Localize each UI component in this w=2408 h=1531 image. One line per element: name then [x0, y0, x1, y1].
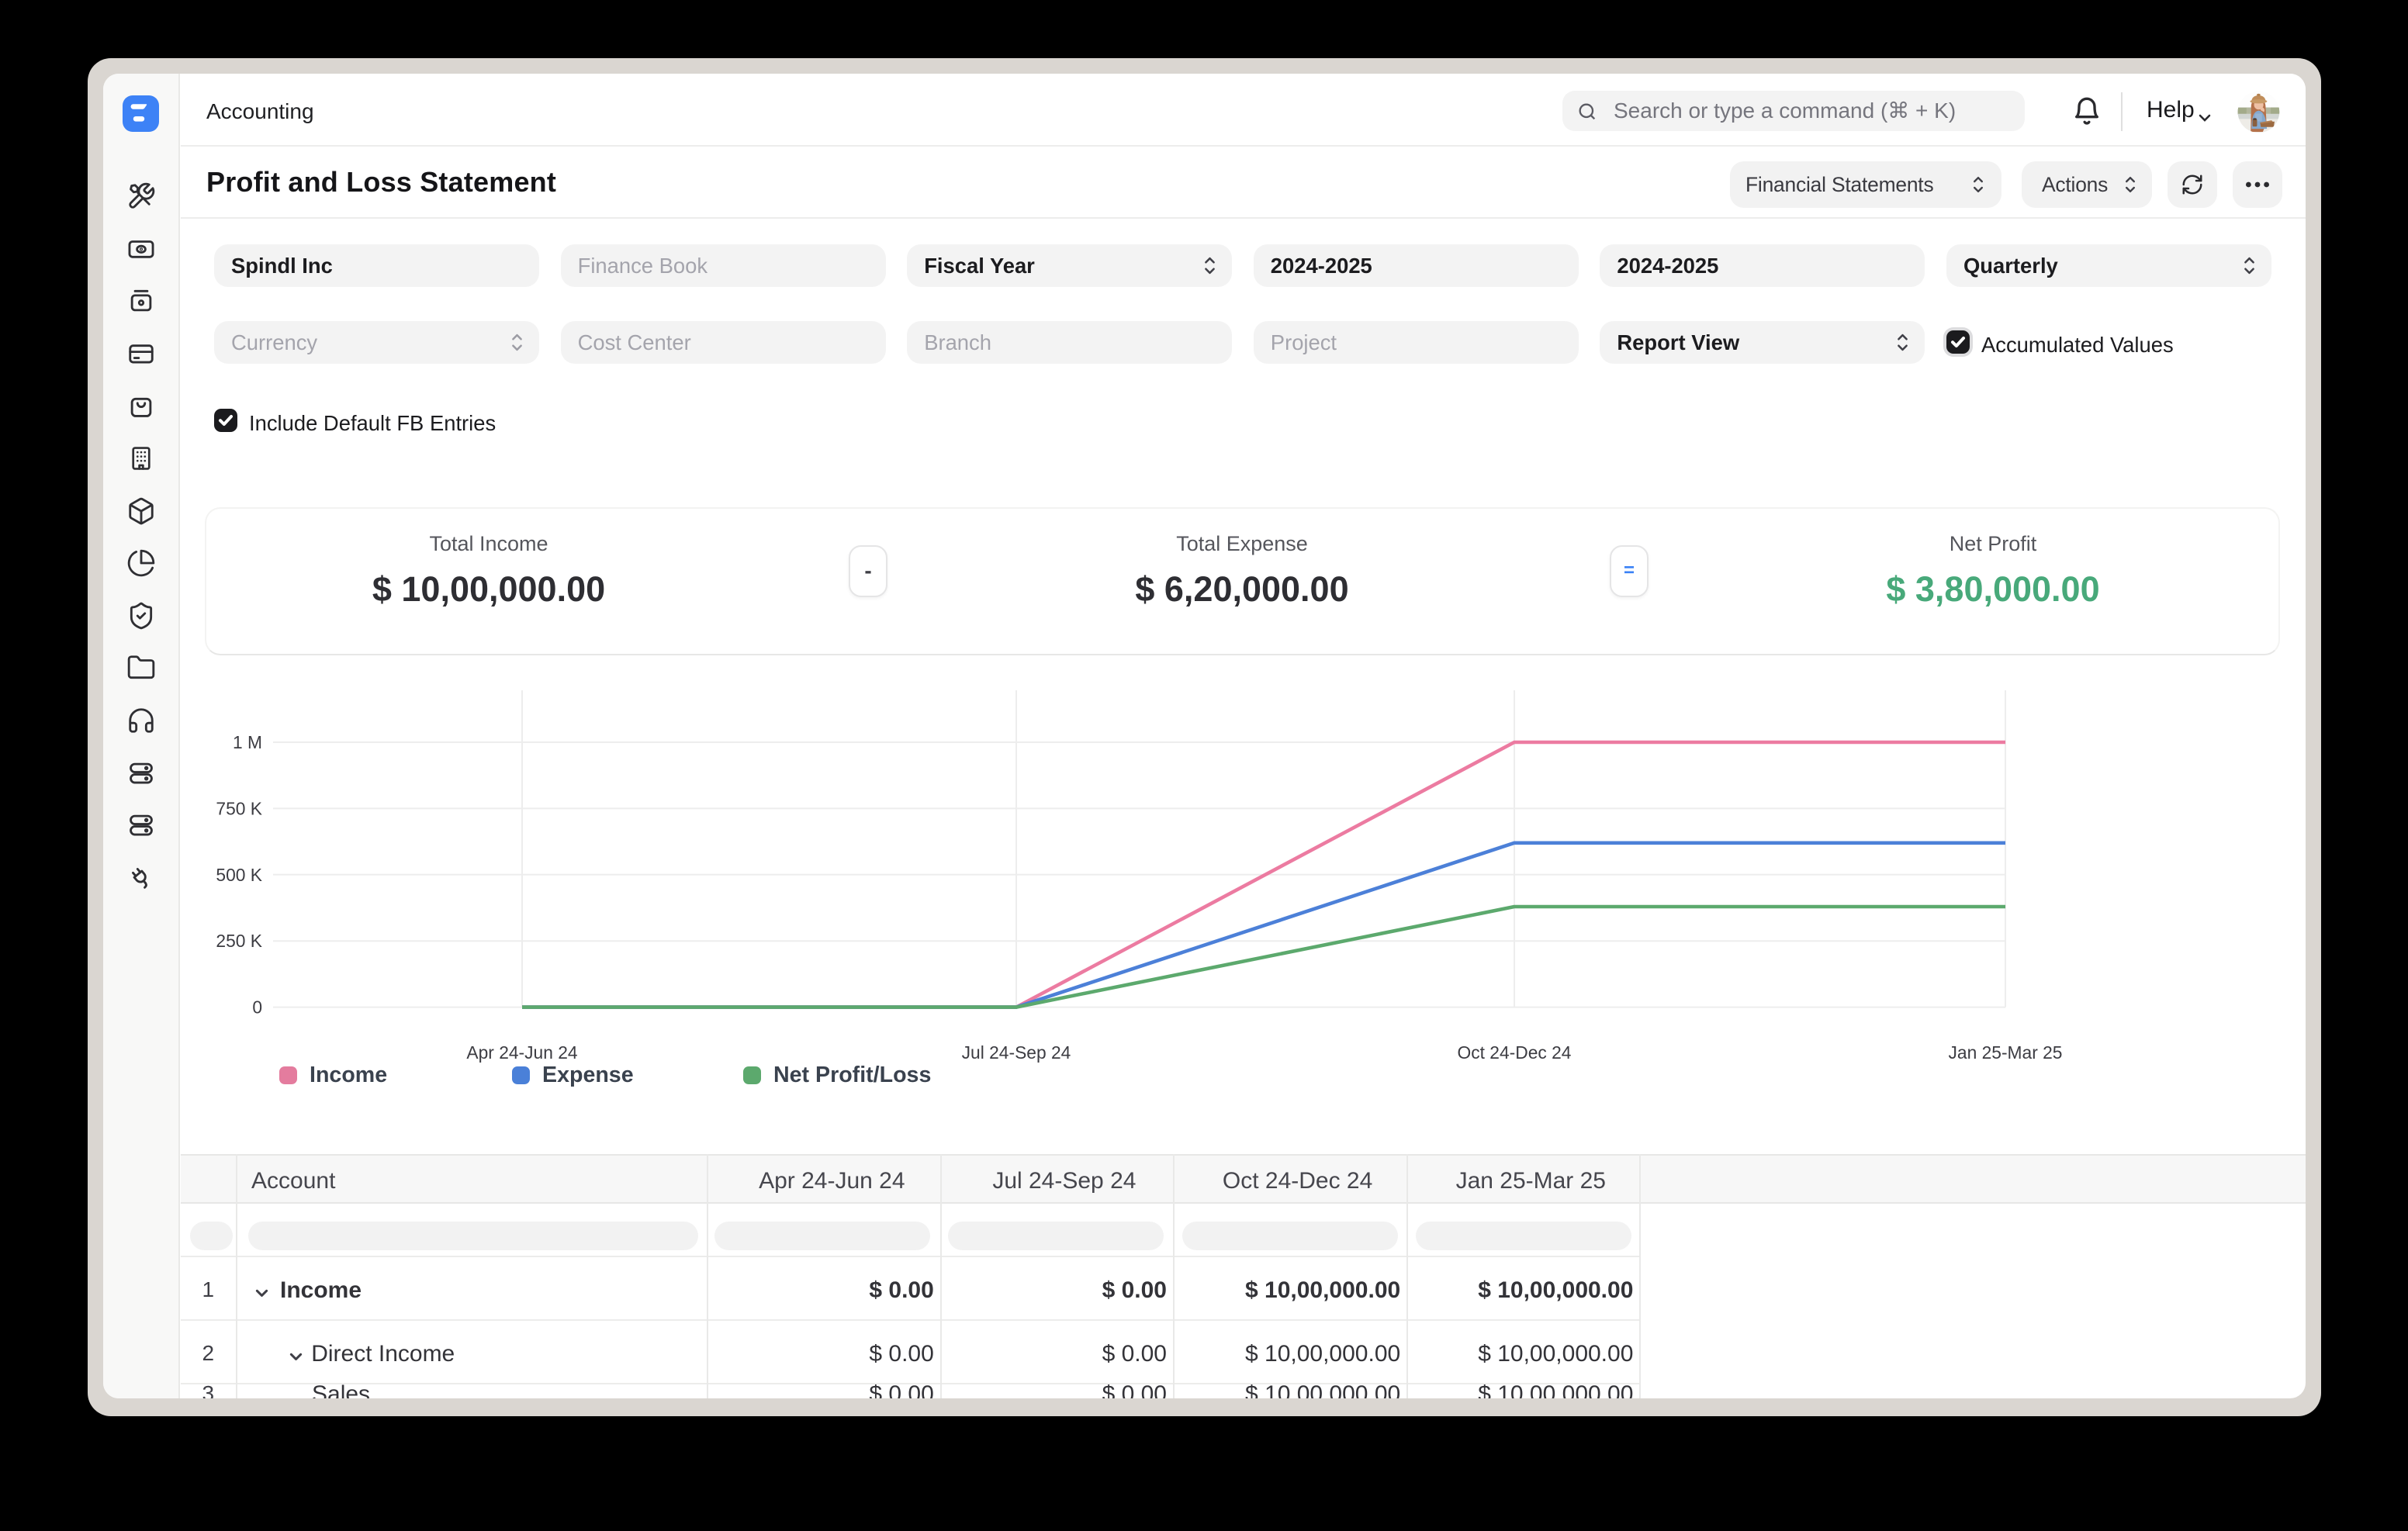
- svg-text:750 K: 750 K: [216, 798, 262, 818]
- svg-text:500 K: 500 K: [216, 865, 262, 885]
- svg-text:1 M: 1 M: [233, 732, 262, 752]
- svg-text:0: 0: [252, 997, 262, 1018]
- svg-text:250 K: 250 K: [216, 931, 262, 951]
